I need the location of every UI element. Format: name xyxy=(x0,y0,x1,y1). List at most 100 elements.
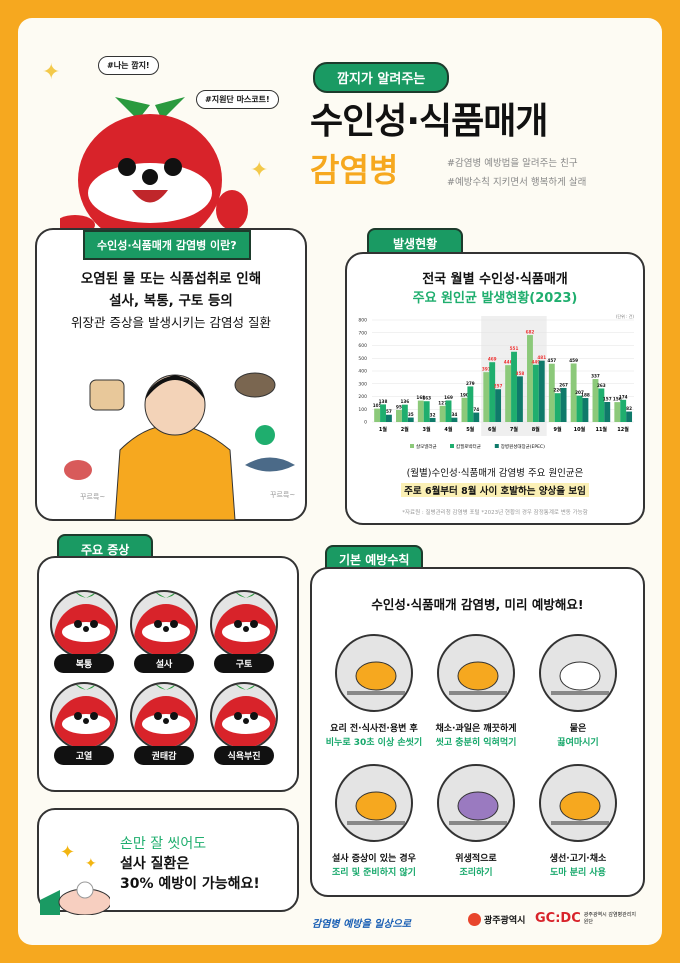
data-label: 32 xyxy=(430,412,436,417)
data-label: 207 xyxy=(575,390,584,395)
data-label: 157 xyxy=(603,396,612,401)
bar xyxy=(417,400,424,422)
sparkle-icon: ✦ xyxy=(250,158,269,183)
about-line: 오염된 물 또는 식품섭취로 인해 xyxy=(80,271,262,287)
sound-effect: 꾸르륵~ xyxy=(270,491,296,499)
legend-swatch xyxy=(494,444,499,448)
prevention-caption: 위생적으로 조리하기 xyxy=(421,852,531,880)
data-label: 337 xyxy=(591,374,600,379)
bar xyxy=(560,387,567,422)
symptom-mascot-icon xyxy=(210,590,278,658)
caption-highlight: 씻고 충분히 익혀먹기 xyxy=(435,738,517,748)
data-label: 551 xyxy=(510,346,519,351)
hashtag: #예방수칙 지키면서 행복하게 살래 xyxy=(447,177,587,188)
prevention-illustration xyxy=(335,764,413,842)
caption-line: 채소·과일은 깨끗하게 xyxy=(435,724,517,734)
x-tick-label: 12월 xyxy=(617,426,629,433)
x-tick-label: 5월 xyxy=(466,426,474,433)
chart-subtitle: 주요 원인균 발생현황(2023) xyxy=(412,291,578,306)
bar xyxy=(516,376,523,422)
prevention-illustration xyxy=(539,634,617,712)
data-label: 57 xyxy=(386,409,392,414)
symptom-label: 설사 xyxy=(134,654,194,673)
speech-bubble: #나는 깜지! xyxy=(98,56,159,75)
bar xyxy=(548,363,555,422)
bar xyxy=(614,402,621,422)
bar xyxy=(604,401,611,422)
symptom-mascot-icon xyxy=(130,682,198,750)
y-tick-label: 300 xyxy=(358,381,367,387)
bar xyxy=(626,411,633,422)
symptom-mascot-icon xyxy=(210,682,278,750)
bar xyxy=(467,386,474,422)
data-label: 156 xyxy=(613,397,622,402)
data-label: 127 xyxy=(438,400,447,405)
data-label: 168 xyxy=(416,395,425,400)
legend-label: 장병원성대장균(EPEC) xyxy=(501,443,545,450)
prevention-illustration xyxy=(437,764,515,842)
data-label: 459 xyxy=(569,358,578,363)
org-logo-text: GC:DC xyxy=(535,911,581,926)
bar xyxy=(495,389,502,422)
header-pill: 깜지가 알려주는 xyxy=(313,62,450,93)
prevention-illustration xyxy=(335,634,413,712)
symptom-label: 권태감 xyxy=(134,746,194,765)
bar xyxy=(570,363,577,422)
page-title: 수인성·식품매개 xyxy=(310,101,549,142)
y-tick-label: 500 xyxy=(358,356,367,362)
bar xyxy=(451,417,458,422)
legend-label: 살모넬라균 xyxy=(416,443,437,450)
bar xyxy=(385,414,392,422)
y-tick-label: 700 xyxy=(358,330,367,336)
data-label: 190 xyxy=(460,392,469,397)
data-label: 267 xyxy=(559,382,568,387)
data-label: 95 xyxy=(396,404,402,409)
caption-line: 물은 xyxy=(569,724,587,734)
data-label: 74 xyxy=(473,407,479,412)
bar xyxy=(401,404,408,422)
bar xyxy=(396,409,402,422)
chart-note-highlight: 주로 6월부터 8월 사이 호발하는 양상을 보임 xyxy=(401,483,589,497)
x-tick-label: 6월 xyxy=(488,426,496,433)
data-label: 174 xyxy=(619,394,628,399)
data-label: 105 xyxy=(373,403,382,408)
mascot-illustration xyxy=(55,85,260,246)
symptom-mascot-icon xyxy=(50,682,118,750)
bar xyxy=(554,393,561,422)
prevention-box xyxy=(310,567,645,897)
org-name: 광주광역시 감염병관리지원단 xyxy=(583,911,636,925)
data-label: 226 xyxy=(553,388,562,393)
x-tick-label: 7월 xyxy=(510,426,518,433)
bar xyxy=(407,417,414,422)
handwash-text: 설사 질환은 xyxy=(120,856,190,872)
bar xyxy=(598,388,605,422)
x-tick-label: 3월 xyxy=(423,426,431,433)
page-subtitle: 감염병 xyxy=(310,151,399,189)
data-label: 446 xyxy=(504,360,513,365)
about-line: 위장관 증상을 발생시키는 감염성 질환 xyxy=(71,315,271,330)
bar xyxy=(483,372,490,422)
legend-swatch xyxy=(410,444,414,448)
symptom-mascot-icon xyxy=(130,590,198,658)
x-tick-label: 10월 xyxy=(574,426,586,433)
y-tick-label: 600 xyxy=(358,343,367,349)
bar xyxy=(489,362,496,422)
data-label: 138 xyxy=(379,399,388,404)
sparkle-icon: ✦ xyxy=(42,60,61,85)
bar xyxy=(374,408,381,422)
bar xyxy=(429,417,436,422)
x-tick-label: 8월 xyxy=(532,426,540,433)
data-label: 263 xyxy=(597,383,606,388)
washing-hands-illustration xyxy=(40,870,112,916)
slogan-logo: 감염병 예방을 일상으로 xyxy=(312,919,411,930)
sound-effect: 꾸르륵~ xyxy=(80,493,106,501)
city-name: 광주광역시 xyxy=(484,916,526,926)
bar xyxy=(582,398,589,422)
prevention-caption: 물은 끓여마시기 xyxy=(523,722,633,750)
chart-source: *자료원 : 질병관리청 감염병 포털 *2023년 현황의 경우 잠정통계로 … xyxy=(402,510,588,516)
data-label: 136 xyxy=(400,399,409,404)
bar xyxy=(380,404,386,422)
bar xyxy=(473,412,480,422)
bar xyxy=(511,351,517,422)
